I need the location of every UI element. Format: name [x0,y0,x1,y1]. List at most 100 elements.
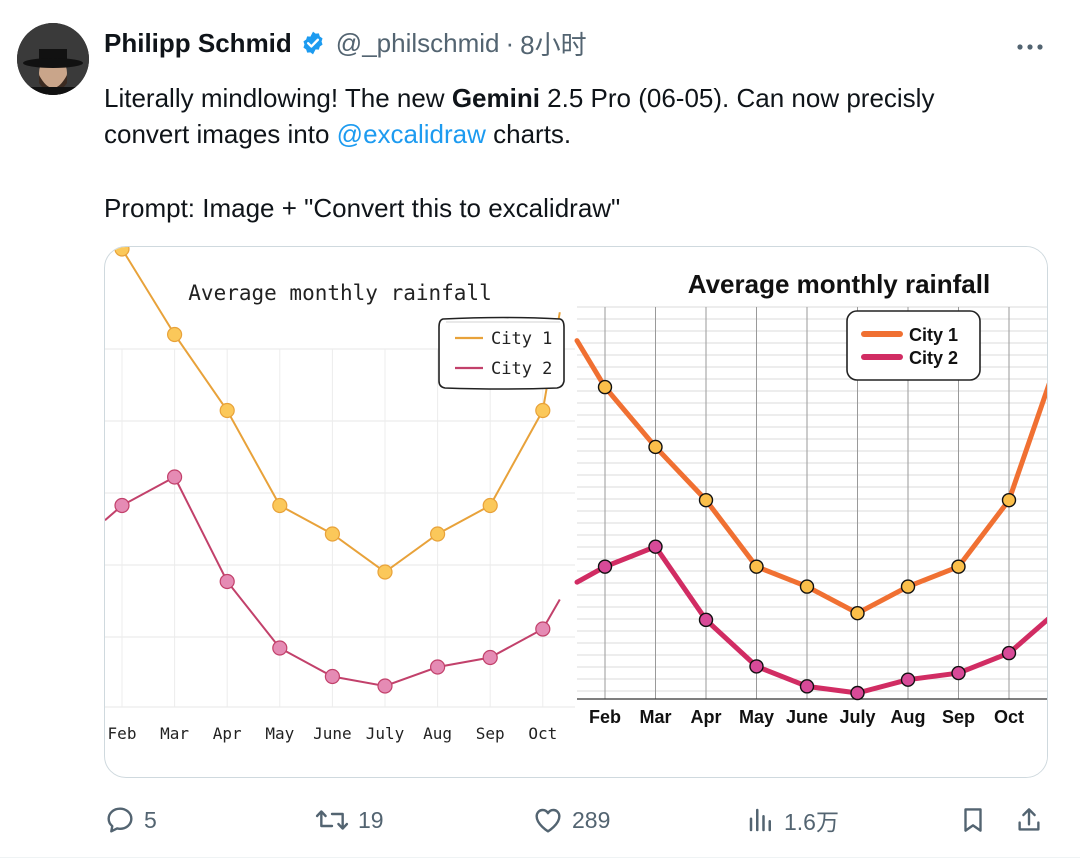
left-x-tick-label: Mar [160,724,189,743]
divider [0,857,1080,858]
right-city2-point [850,685,865,701]
left-x-tick-label: Sep [476,724,505,743]
right-x-tick-label: Feb [589,707,621,727]
left-city1-point [377,564,393,580]
right-city1-point [951,559,966,574]
left-city1-point [535,402,551,419]
left-legend-city1-label: City 1 [491,329,552,349]
right-city1-point [749,559,764,574]
tweet-text: Literally mindlowing! The new Gemini 2.5… [104,80,1044,226]
verified-badge-icon [303,31,323,55]
left-city2-point [166,469,183,485]
left-city2-point [324,668,340,685]
left-city1-point [219,402,235,419]
text-segment: convert images into [104,119,337,149]
left-city2-point [482,649,498,666]
left-x-tick-label: June [313,724,352,743]
right-x-tick-label: Mar [639,707,671,727]
right-x-tick-label: Oct [994,707,1024,727]
right-city1-point [799,579,815,594]
right-chart-title: Average monthly rainfall [688,269,990,299]
left-x-tick-label: Oct [528,724,557,743]
like-count: 289 [572,806,611,833]
heart-icon [535,808,561,833]
left-city2-point [114,497,130,514]
text-segment: 2.5 Pro (06-05). Can now precisly [539,83,935,113]
tweet-text-line-1: Literally mindlowing! The new Gemini 2.5… [104,80,1044,116]
left-x-tick-label: Apr [213,724,242,743]
left-chart: Average monthly rainfall Feb Mar Apr May Jun… [105,247,575,743]
right-city2-point [648,539,663,554]
text-segment: charts. [485,119,572,149]
left-x-tick-label: May [265,724,294,743]
right-x-tick-label: Apr [691,707,722,727]
author-name[interactable]: Philipp Schmid [104,27,292,58]
media-charts: Average monthly rainfall Feb Mar Apr May Jun… [105,247,1047,777]
reply-button[interactable]: 5 [104,802,157,838]
right-city1-point [698,492,714,508]
right-legend: City 1 City 2 [846,310,981,381]
left-city2-point [430,659,446,675]
mention-link[interactable]: @excalidraw [336,119,486,149]
share-button[interactable] [1014,802,1044,838]
tweet-action-bar: 5 19 289 1.6万 [0,796,1080,846]
left-legend: City 1 City 2 [438,316,565,390]
left-city1-point [482,497,498,514]
right-city1-point [1001,492,1017,508]
right-city1-point [900,579,916,594]
left-city2-point [535,621,551,637]
avatar-image [17,23,89,95]
left-legend-city2-label: City 2 [491,359,552,379]
reply-icon [107,807,133,833]
tweet-text-line-3: Prompt: Image + "Convert this to excalid… [104,193,621,223]
tweet-text-line-2: convert images into @excalidraw charts. [104,116,1044,152]
left-x-tick-label: Feb [108,724,137,743]
left-city2-point [219,573,235,590]
left-city1-point [114,247,130,257]
views-button[interactable]: 1.6万 [746,802,839,838]
right-legend-city2-label: City 2 [909,348,958,368]
right-x-tick-label: June [786,707,828,727]
share-icon [1018,808,1040,831]
repost-count: 19 [358,806,384,833]
left-chart-title: Average monthly rainfall [188,281,491,305]
tweet-media[interactable]: Average monthly rainfall Feb Mar Apr May Jun… [104,246,1048,778]
repost-icon [315,810,349,830]
right-city2-point [597,559,613,574]
right-x-tick-label: Sep [942,707,975,727]
right-city2-point [951,665,966,681]
bookmark-button[interactable] [958,802,988,838]
repost-button[interactable]: 19 [314,802,384,838]
timestamp[interactable]: 8小时 [520,29,587,60]
left-city1-point [272,497,288,514]
right-legend-city1-label: City 1 [909,325,958,345]
tweet-header: Philipp Schmid @_philschmid · 8小时 [104,26,587,60]
right-x-tick-label: Aug [891,707,926,727]
left-city1-point [324,526,340,542]
left-city2-point [377,678,393,694]
like-button[interactable]: 289 [532,802,610,838]
views-count: 1.6万 [784,809,839,835]
right-city2-point [1001,645,1017,661]
right-city1-point [597,379,613,395]
right-city1-point [648,439,663,455]
views-chart-icon [749,808,771,832]
left-city2-point [272,640,288,656]
more-options-icon[interactable] [1014,40,1046,54]
text-bold-gemini: Gemini [451,83,540,113]
left-x-tick-label: July [366,724,405,743]
right-x-tick-label: July [839,707,875,727]
right-city1-point [850,606,865,621]
right-chart: Average monthly rainfall Feb Mar Apr May Jun… [574,247,1047,777]
author-handle[interactable]: @_philschmid [335,27,500,58]
reply-count: 5 [144,806,157,833]
text-segment: Literally mindlowing! The new [104,83,452,113]
avatar[interactable] [17,23,89,95]
right-city2-point [900,672,916,687]
right-city2-point [799,679,815,694]
right-city2-point [749,659,764,674]
left-x-tick-label: Aug [423,724,452,743]
separator: · [505,27,515,58]
right-city2-point [698,612,714,628]
bookmark-icon [964,808,982,832]
